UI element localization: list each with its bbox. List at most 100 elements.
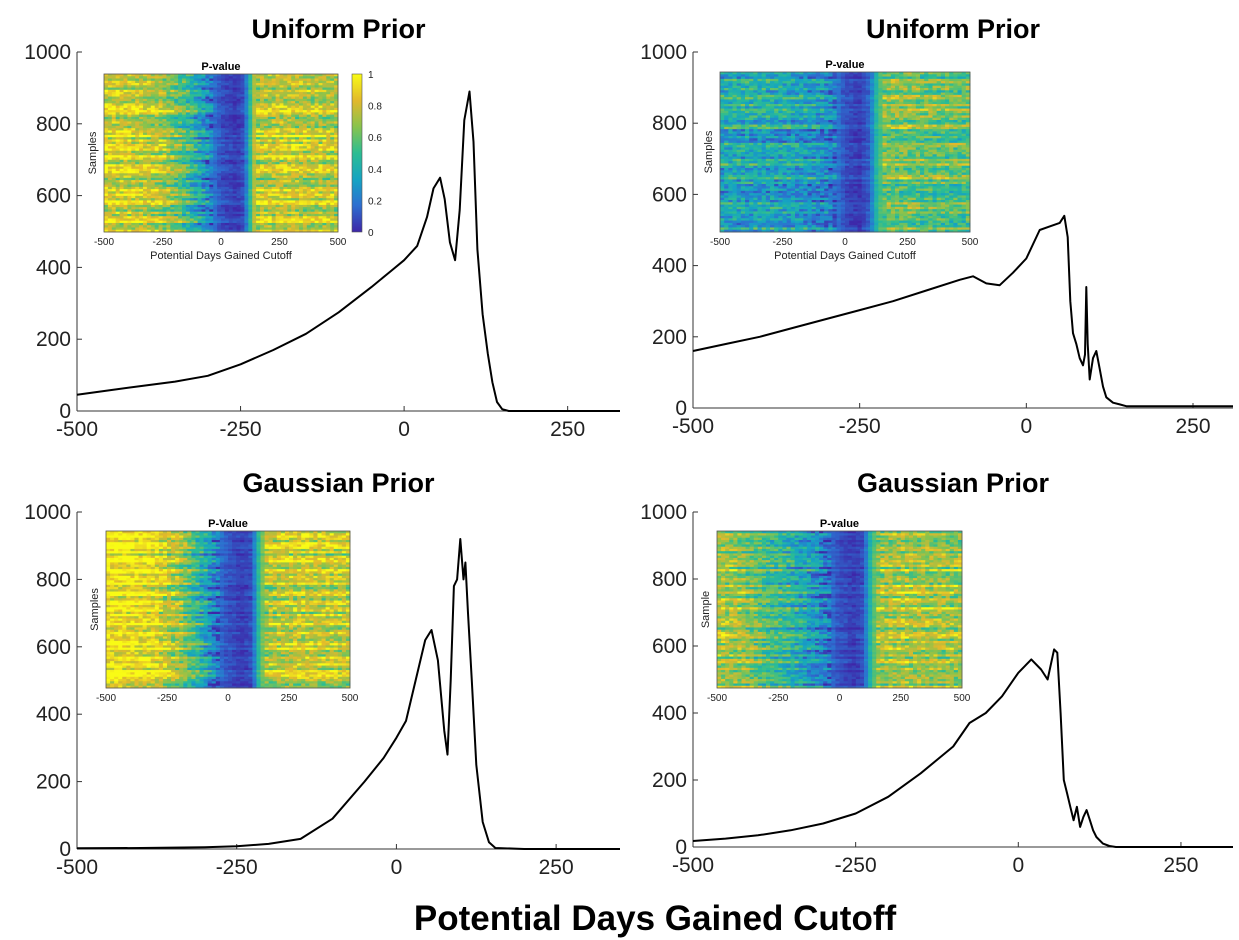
heatmap-cell <box>283 101 288 104</box>
heatmap-cell <box>302 141 308 145</box>
heatmap-cell <box>158 85 163 88</box>
heatmap-cell <box>945 92 950 96</box>
heatmap-cell <box>314 222 319 226</box>
heatmap-cell <box>228 207 234 210</box>
heatmap-cell <box>318 177 323 181</box>
heatmap-cell <box>143 216 148 219</box>
heatmap-cell <box>330 184 335 188</box>
heatmap-cell <box>271 186 276 190</box>
heatmap-cell <box>907 74 913 77</box>
heatmap-cell <box>907 81 913 84</box>
heatmap-cell <box>314 155 319 158</box>
heatmap-cell <box>732 88 738 91</box>
heatmap-cell <box>824 76 829 80</box>
heatmap-cell <box>318 80 323 84</box>
heatmap-cell <box>213 103 218 106</box>
heatmap-cell <box>150 173 156 176</box>
heatmap-cell <box>119 195 124 199</box>
heatmap-cell <box>824 78 829 82</box>
heatmap-cell <box>240 186 245 190</box>
heatmap-cell <box>150 211 156 215</box>
heatmap-cell <box>228 213 234 217</box>
heatmap-cell <box>299 125 304 129</box>
heatmap-cell <box>275 128 280 131</box>
heatmap-cell <box>197 103 202 106</box>
heatmap-cell <box>244 227 249 231</box>
heatmap-cell <box>248 89 253 93</box>
heatmap-cell <box>119 96 124 100</box>
heatmap-cell <box>314 225 319 228</box>
heatmap-cell <box>178 157 183 161</box>
heatmap-cell <box>185 186 191 190</box>
heatmap-cell <box>170 159 175 163</box>
heatmap-cell <box>279 162 284 165</box>
heatmap-cell <box>256 204 261 208</box>
heatmap-cell <box>302 150 308 154</box>
heatmap-cell <box>224 114 230 118</box>
heatmap-cell <box>786 81 792 84</box>
heatmap-cell <box>310 222 315 226</box>
heatmap-cell <box>201 155 206 158</box>
heatmap-cell <box>310 184 315 188</box>
heatmap-cell <box>205 134 210 138</box>
heatmap-cell <box>953 90 958 93</box>
heatmap-cell <box>306 166 312 170</box>
heatmap-cell <box>205 125 210 129</box>
heatmap-cell <box>154 143 159 147</box>
heatmap-cell <box>302 173 308 176</box>
heatmap-cell <box>174 168 179 172</box>
heatmap-cell <box>895 72 900 75</box>
heatmap-cell <box>302 166 308 170</box>
heatmap-cell <box>287 132 292 136</box>
heatmap-cell <box>283 125 288 129</box>
heatmap-cell <box>820 78 825 82</box>
heatmap-cell <box>154 98 159 102</box>
heatmap-cell <box>252 141 257 145</box>
heatmap-cell <box>724 83 729 87</box>
heatmap-cell <box>193 186 198 190</box>
heatmap-cell <box>224 119 230 122</box>
heatmap-cell <box>154 116 159 120</box>
heatmap-cell <box>178 202 183 206</box>
heatmap-cell <box>185 76 191 79</box>
heatmap-cell <box>240 112 245 116</box>
heatmap-cell <box>853 88 858 91</box>
heatmap-cell <box>158 119 163 122</box>
heatmap-cell <box>732 85 738 89</box>
heatmap-cell <box>299 130 304 134</box>
heatmap-cell <box>799 81 804 84</box>
heatmap-cell <box>162 74 167 77</box>
heatmap-cell <box>217 134 222 138</box>
heatmap-cell <box>907 78 913 82</box>
heatmap-cell <box>803 74 808 77</box>
heatmap-cell <box>185 155 191 158</box>
heatmap-cell <box>236 177 241 181</box>
heatmap-cell <box>824 74 829 77</box>
heatmap-cell <box>807 72 813 75</box>
heatmap-cell <box>166 94 171 97</box>
heatmap-cell <box>197 74 202 77</box>
heatmap-cell <box>260 92 265 95</box>
heatmap-cell <box>104 76 109 79</box>
heatmap-cell <box>291 89 296 93</box>
heatmap-cell <box>263 193 269 197</box>
heatmap-cell <box>119 116 124 120</box>
heatmap-cell <box>127 139 132 143</box>
heatmap-cell <box>271 200 276 204</box>
heatmap-cell <box>330 191 335 195</box>
heatmap-cell <box>221 103 226 106</box>
chart-title: Uniform Prior <box>866 14 1041 44</box>
heatmap-cell <box>197 227 202 231</box>
heatmap-cell <box>295 175 300 179</box>
heatmap-cell <box>131 216 136 219</box>
heatmap-cell <box>302 200 308 204</box>
heatmap-cell <box>240 74 245 77</box>
heatmap-cell <box>244 114 249 118</box>
heatmap-cell <box>903 81 908 84</box>
heatmap-cell <box>107 121 113 125</box>
heatmap-cell <box>193 202 198 206</box>
heatmap-cell <box>170 139 175 143</box>
heatmap-cell <box>139 123 144 127</box>
heatmap-cell <box>104 112 109 116</box>
heatmap-cell <box>314 204 319 208</box>
